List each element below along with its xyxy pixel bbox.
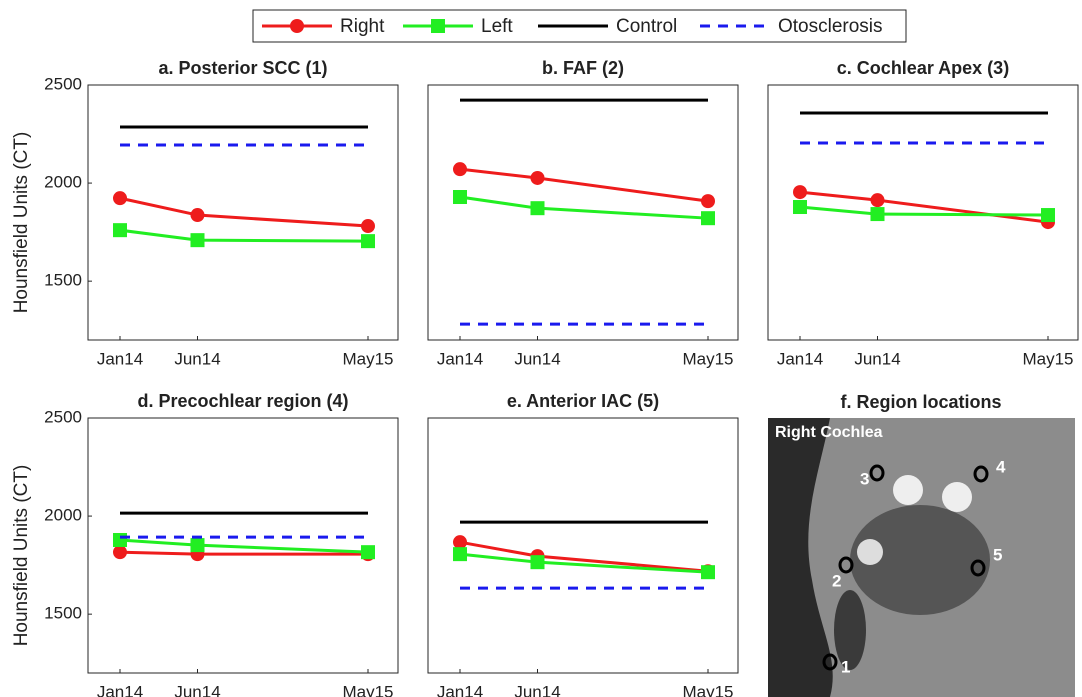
y-tick-label: 2500	[44, 74, 82, 93]
y-tick-label: 1500	[44, 604, 82, 623]
data-point	[531, 171, 545, 185]
x-tick-label: May15	[342, 682, 393, 697]
data-point	[453, 535, 467, 549]
chart-title: a. Posterior SCC (1)	[158, 58, 327, 78]
x-tick-label: Jun14	[174, 682, 220, 697]
plot-area	[88, 85, 398, 340]
ct-image: Right Cochlea 1 2 3 4 5 f. Region locati…	[768, 392, 1075, 697]
chart-title: e. Anterior IAC (5)	[507, 391, 659, 411]
data-point	[531, 201, 545, 215]
chart-title: c. Cochlear Apex (3)	[837, 58, 1009, 78]
data-point	[191, 233, 205, 247]
data-point	[701, 565, 715, 579]
image-blob	[857, 539, 883, 565]
chart-title: b. FAF (2)	[542, 58, 624, 78]
legend-marker	[290, 19, 304, 33]
y-tick-label: 2500	[44, 407, 82, 426]
y-tick-label: 1500	[44, 271, 82, 290]
x-tick-label: Jun14	[514, 349, 560, 368]
y-tick-label: 2000	[44, 173, 82, 192]
image-title: f. Region locations	[840, 392, 1001, 412]
data-point	[361, 219, 375, 233]
data-point	[361, 234, 375, 248]
x-tick-label: Jun14	[854, 349, 900, 368]
data-point	[113, 533, 127, 547]
legend-marker	[431, 19, 445, 33]
data-point	[871, 193, 885, 207]
data-point	[453, 547, 467, 561]
region-label: 4	[996, 457, 1006, 476]
y-axis-label: Hounsfield Units (CT)	[11, 132, 32, 314]
data-point	[793, 200, 807, 214]
y-axis-label: Hounsfield Units (CT)	[11, 465, 32, 647]
plot-area	[428, 85, 738, 340]
legend-label: Left	[481, 16, 513, 37]
data-point	[191, 538, 205, 552]
region-label: 1	[841, 657, 850, 676]
x-tick-label: Jun14	[174, 349, 220, 368]
legend-label: Control	[616, 16, 677, 37]
image-caption: Right Cochlea	[775, 424, 883, 441]
x-tick-label: Jan14	[437, 682, 483, 697]
data-point	[113, 191, 127, 205]
data-point	[191, 208, 205, 222]
x-tick-label: Jan14	[777, 349, 823, 368]
x-tick-label: May15	[682, 682, 733, 697]
data-point	[1041, 208, 1055, 222]
x-tick-label: Jan14	[437, 349, 483, 368]
data-point	[701, 211, 715, 225]
data-point	[531, 555, 545, 569]
data-point	[793, 185, 807, 199]
chart-title: d. Precochlear region (4)	[137, 391, 348, 411]
x-tick-label: Jan14	[97, 349, 143, 368]
figure: Right Cochlea 1 2 3 4 5 f. Region locati…	[0, 0, 1082, 697]
image-blob	[893, 475, 923, 505]
x-tick-label: Jan14	[97, 682, 143, 697]
legend-label: Otosclerosis	[778, 16, 883, 37]
x-tick-label: May15	[342, 349, 393, 368]
region-label: 2	[832, 571, 841, 590]
data-point	[361, 545, 375, 559]
x-tick-label: Jun14	[514, 682, 560, 697]
data-point	[871, 207, 885, 221]
legend-label: Right	[340, 16, 385, 37]
data-point	[113, 223, 127, 237]
region-label: 5	[993, 545, 1002, 564]
data-point	[453, 162, 467, 176]
x-tick-label: May15	[1022, 349, 1073, 368]
y-tick-label: 2000	[44, 506, 82, 525]
data-point	[453, 190, 467, 204]
x-tick-label: May15	[682, 349, 733, 368]
data-point	[701, 194, 715, 208]
plot-area	[768, 85, 1078, 340]
data-point	[113, 545, 127, 559]
region-label: 3	[860, 469, 869, 488]
image-blob	[942, 482, 972, 512]
